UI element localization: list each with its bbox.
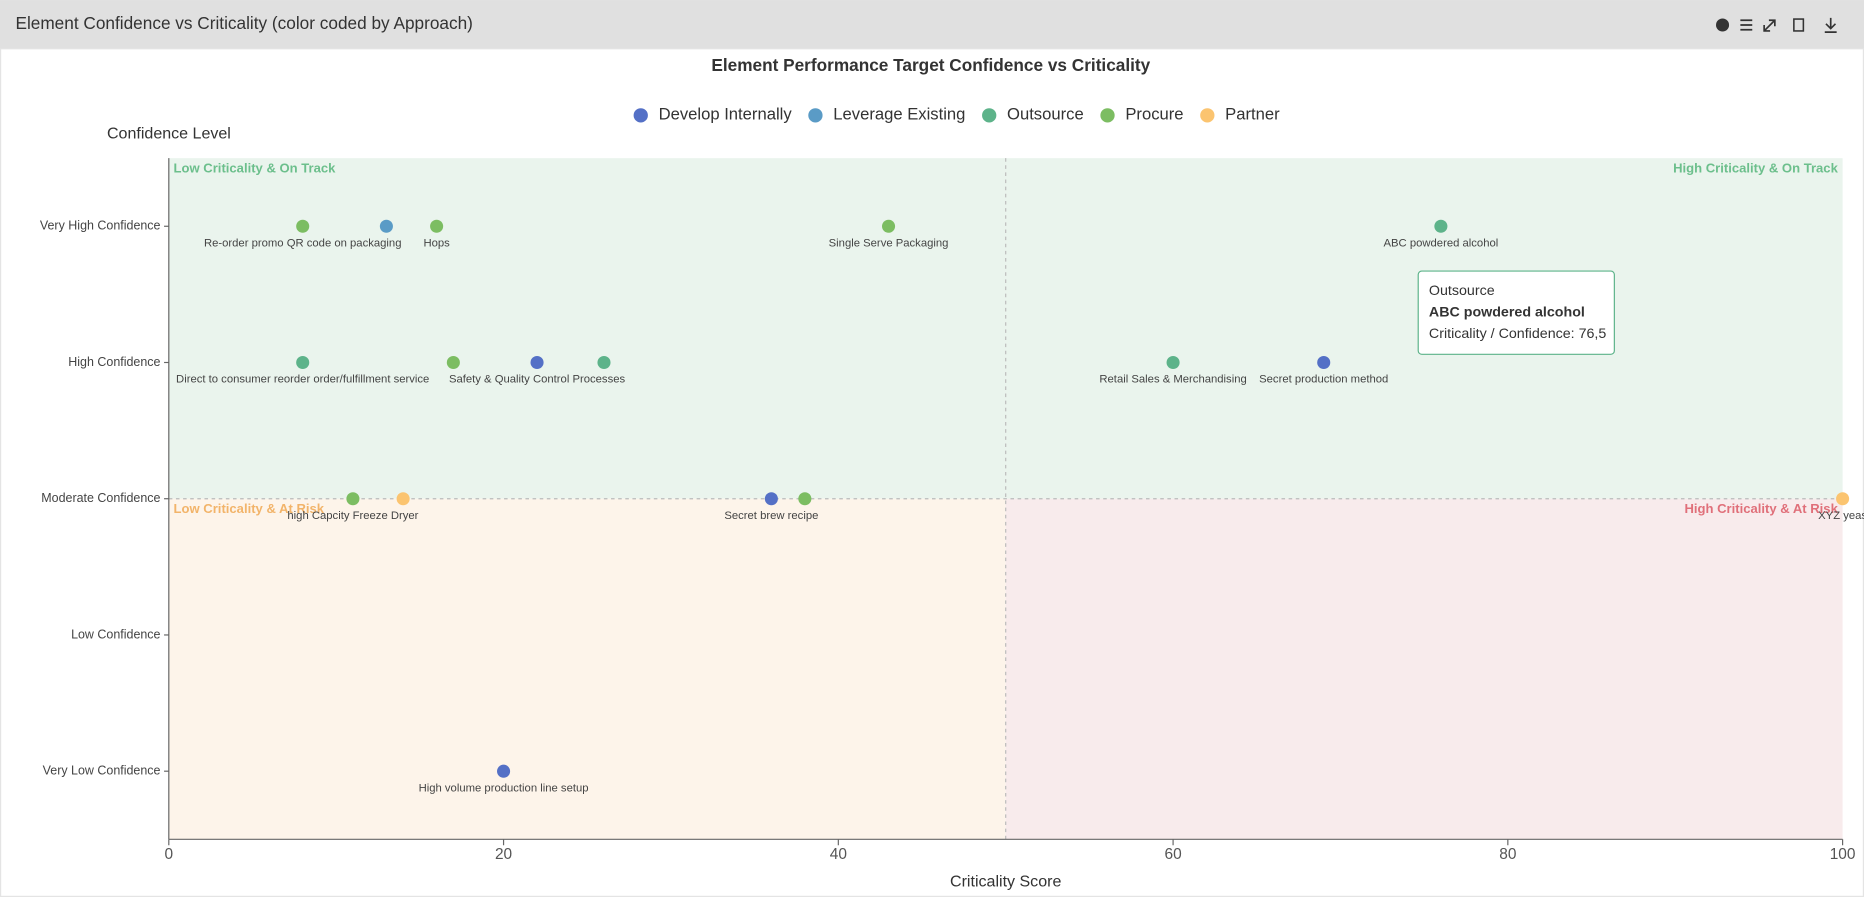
legend-marker <box>1100 108 1115 123</box>
data-point <box>1434 219 1448 233</box>
data-point <box>296 355 310 370</box>
data-point <box>530 355 544 370</box>
quadrant-high-at-risk <box>1005 498 1843 840</box>
legend-marker <box>808 108 823 123</box>
download-icon[interactable] <box>1824 17 1837 33</box>
x-tick-label: 80 <box>1499 846 1516 863</box>
x-axis-title: Criticality Score <box>950 872 1061 890</box>
tooltip-series: Outsource <box>1429 283 1495 299</box>
point-label: Secret production method <box>1259 374 1388 386</box>
y-tick-label: Low Confidence <box>71 627 160 641</box>
data-point <box>296 219 310 233</box>
quadrant-label: Low Criticality & On Track <box>174 160 337 175</box>
y-tick-label: Moderate Confidence <box>41 491 160 505</box>
point-label: Hops <box>423 237 450 249</box>
chart-title: Element Performance Target Confidence vs… <box>711 55 1150 75</box>
filter-icon[interactable] <box>1740 19 1753 31</box>
help-icon[interactable] <box>1715 18 1730 32</box>
data-point <box>1836 492 1850 506</box>
legend-label: Partner <box>1225 105 1280 124</box>
data-point <box>1317 355 1331 370</box>
data-point <box>764 492 778 506</box>
legend-label: Procure <box>1125 105 1183 124</box>
point-label: ABC powdered alcohol <box>1384 237 1499 249</box>
plot: Low Criticality & On Track High Criticali… <box>40 158 1864 863</box>
tooltip-detail: Criticality / Confidence: 76,5 <box>1429 326 1606 342</box>
point-label: Single Serve Packaging <box>829 237 949 249</box>
data-point <box>882 219 896 233</box>
point-label: Safety & Quality Control Processes <box>449 374 626 386</box>
legend-label: Leverage Existing <box>833 105 965 124</box>
point-label: Secret brew recipe <box>724 510 818 522</box>
legend-label: Develop Internally <box>659 105 793 124</box>
x-tick-label: 100 <box>1830 846 1856 863</box>
point-label: Direct to consumer reorder order/fulfill… <box>176 374 429 386</box>
point-label: XYZ yeas <box>1818 510 1864 522</box>
data-point <box>1166 355 1180 370</box>
data-point <box>798 492 812 506</box>
point-label: Retail Sales & Merchandising <box>1099 374 1246 386</box>
point-label: High volume production line setup <box>419 782 589 794</box>
quadrant-label: High Criticality & At Risk <box>1684 501 1838 516</box>
collapse-icon[interactable] <box>1763 19 1776 32</box>
legend-label: Outsource <box>1007 105 1084 124</box>
panel-border <box>0 48 1864 897</box>
legend-marker <box>982 108 997 123</box>
panel-title: Element Confidence vs Criticality (color… <box>15 13 472 33</box>
data-point <box>346 492 360 506</box>
point-label: Re-order promo QR code on packaging <box>204 237 402 249</box>
quadrant-low-at-risk <box>168 498 1006 840</box>
header-icons[interactable] <box>1715 17 1837 33</box>
data-point <box>379 219 393 233</box>
x-tick-label: 60 <box>1164 846 1181 863</box>
legend-marker <box>1200 108 1215 123</box>
point-label: high Capcity Freeze Dryer <box>287 510 418 522</box>
copy-icon[interactable] <box>1793 18 1805 32</box>
y-tick-label: Very High Confidence <box>40 219 161 233</box>
data-point <box>430 219 444 233</box>
data-point <box>597 355 611 370</box>
y-axis-title: Confidence Level <box>107 125 231 143</box>
y-tick-label: Very Low Confidence <box>43 763 161 777</box>
tooltip-name: ABC powdered alcohol <box>1429 304 1585 320</box>
x-tick-label: 40 <box>830 846 847 863</box>
panel-header <box>0 0 1864 49</box>
y-tick-label: High Confidence <box>68 355 160 369</box>
data-point <box>396 492 410 506</box>
tooltip-box <box>1417 270 1615 355</box>
data-point <box>497 764 511 778</box>
quadrant-label: Low Criticality & At Risk <box>174 501 325 516</box>
data-point <box>446 355 460 370</box>
x-tick-label: 20 <box>495 846 512 863</box>
tooltip: Outsource ABC powdered alcohol Criticality… <box>1417 270 1615 355</box>
quadrant-label: High Criticality & On Track <box>1673 160 1839 175</box>
x-tick-label: 0 <box>165 846 174 863</box>
legend-marker <box>633 108 648 123</box>
